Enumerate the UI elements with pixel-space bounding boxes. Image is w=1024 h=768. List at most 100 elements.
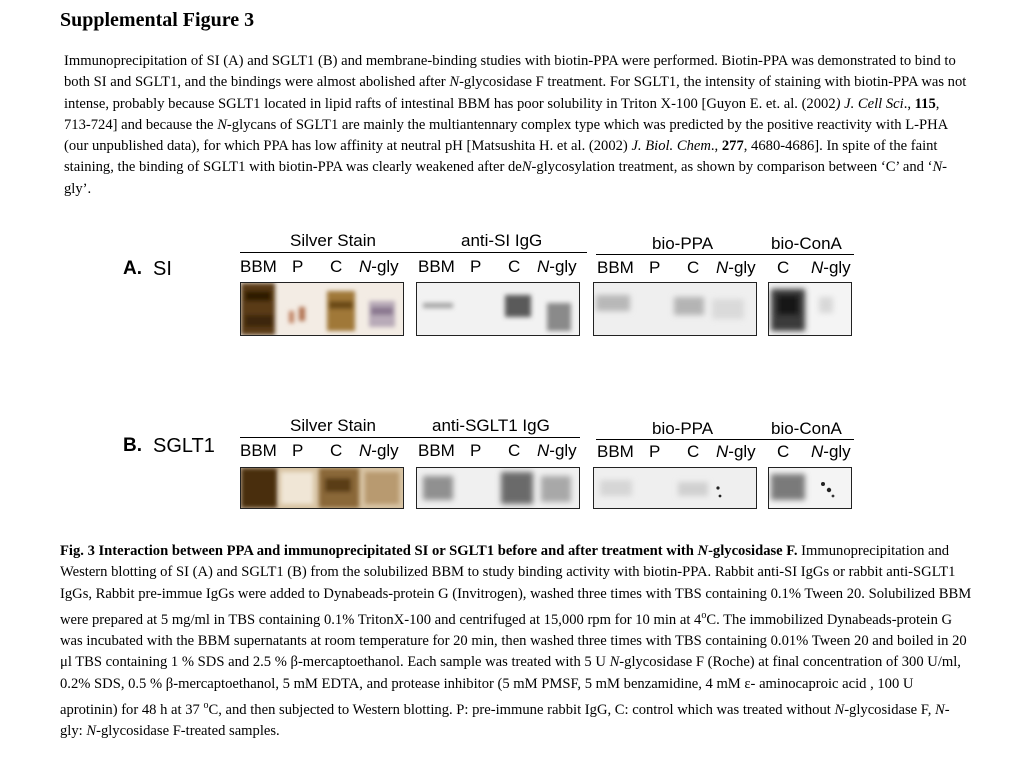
caption-italic-n: N bbox=[697, 543, 709, 559]
caption-text: C. The immobilized Dynabeads-protein G w… bbox=[60, 611, 967, 671]
intro-text: , 713-724] and because the bbox=[64, 95, 940, 133]
lane-label-gly: -gly bbox=[823, 258, 851, 277]
group-label-bio-ppa: bio-PPA bbox=[652, 419, 714, 438]
band bbox=[241, 468, 277, 508]
lane-label-c: C bbox=[687, 258, 700, 277]
intro-italic-n: N bbox=[449, 74, 460, 91]
intro-text: -gly’. bbox=[64, 159, 948, 197]
lane-label-gly: -gly bbox=[371, 257, 399, 276]
speck bbox=[718, 494, 722, 498]
figure-caption: Fig. 3 Interaction between PPA and immun… bbox=[60, 541, 972, 742]
lane-label-p: P bbox=[470, 257, 482, 276]
band bbox=[674, 297, 704, 315]
band bbox=[771, 474, 805, 500]
band bbox=[329, 301, 353, 309]
group-underline bbox=[240, 437, 580, 438]
intro-italic-n: N bbox=[521, 159, 532, 176]
speck bbox=[821, 482, 825, 486]
lane-label-n: N bbox=[716, 442, 729, 461]
lane-label-p: P bbox=[292, 441, 304, 460]
blot-image-bio-cona-si bbox=[768, 282, 852, 336]
intro-journal: J. Biol. Chem bbox=[631, 138, 711, 155]
band bbox=[547, 303, 571, 331]
lane-label-bbm: BBM bbox=[240, 441, 277, 460]
intro-volume: 115 bbox=[914, 95, 936, 112]
figure-title: Supplemental Figure 3 bbox=[60, 9, 255, 31]
band bbox=[423, 476, 453, 500]
caption-text: -glycosidase F (Roche) at final concentr… bbox=[60, 654, 961, 718]
intro-text: , 4680-4686]. In spite of the faint stai… bbox=[64, 138, 938, 176]
band bbox=[371, 307, 393, 315]
intro-text: -glycosylation treatment, as shown by co… bbox=[531, 159, 933, 176]
caption-italic-n: N bbox=[834, 701, 845, 718]
blot-image-silver-stain-si bbox=[240, 282, 404, 336]
band bbox=[299, 307, 305, 321]
caption-heading-italic-n: N bbox=[698, 543, 709, 559]
lane-label-n-gly: N-gly bbox=[537, 257, 577, 277]
lane-label-c: C bbox=[508, 257, 521, 276]
band bbox=[600, 480, 632, 496]
intro-italic-n: N bbox=[932, 159, 943, 176]
lane-label-bbm: BBM bbox=[240, 257, 277, 276]
caption-italic-n: N bbox=[935, 701, 945, 718]
band bbox=[289, 311, 294, 323]
lane-label-n-gly: N-gly bbox=[811, 442, 851, 462]
panel-b-letter: B. bbox=[123, 435, 142, 456]
band bbox=[325, 478, 351, 492]
lane-label-n: N bbox=[359, 441, 372, 460]
blot-image-silver-stain-sglt1 bbox=[240, 467, 404, 509]
lane-label-bbm: BBM bbox=[597, 442, 634, 461]
caption-text: -gly: bbox=[60, 701, 950, 740]
intro-text: Immunoprecipitation of SI (A) and SGLT1 … bbox=[64, 53, 956, 91]
group-underline bbox=[596, 439, 854, 440]
intro-italic-n: N bbox=[217, 116, 227, 133]
lane-label-c: C bbox=[330, 257, 343, 276]
lane-label-n-gly: N-gly bbox=[359, 257, 399, 277]
panel-b-name: SGLT1 bbox=[153, 435, 215, 457]
band bbox=[541, 476, 571, 502]
lane-label-n-gly: N-gly bbox=[537, 441, 577, 461]
band bbox=[245, 291, 271, 301]
group-label-silver-stain: Silver Stain bbox=[290, 416, 376, 435]
panel-a-letter: A. bbox=[123, 258, 142, 279]
caption-italic-n: N bbox=[609, 654, 620, 671]
lane-label-n-gly: N-gly bbox=[716, 258, 756, 278]
lane-label-c: C bbox=[777, 258, 790, 277]
band bbox=[327, 291, 355, 331]
panel-a-name: SI bbox=[153, 258, 172, 280]
intro-text: ., bbox=[710, 138, 722, 155]
group-label-anti-sglt1: anti-SGLT1 IgG bbox=[432, 416, 550, 435]
band bbox=[678, 482, 708, 496]
speck bbox=[826, 487, 832, 493]
lane-label-bbm: BBM bbox=[418, 441, 455, 460]
speck bbox=[831, 494, 835, 498]
lane-label-c: C bbox=[508, 441, 521, 460]
lane-label-c: C bbox=[777, 442, 790, 461]
lane-label-p: P bbox=[649, 258, 661, 277]
lane-label-n: N bbox=[811, 442, 824, 461]
lane-label-p: P bbox=[470, 441, 482, 460]
band bbox=[241, 283, 275, 335]
lane-label-n-gly: N-gly bbox=[716, 442, 756, 462]
blot-image-bio-ppa-si bbox=[593, 282, 757, 336]
caption-text: -glycosidase F, bbox=[844, 701, 936, 718]
speck bbox=[716, 486, 720, 490]
intro-text: ., bbox=[903, 95, 915, 112]
band bbox=[501, 472, 533, 504]
caption-heading: -glycosidase F. bbox=[708, 543, 798, 559]
blot-image-bio-ppa-sglt1 bbox=[593, 467, 757, 509]
blot-image-bio-cona-sglt1 bbox=[768, 467, 852, 509]
intro-volume: 277 bbox=[721, 138, 744, 155]
intro-paragraph: Immunoprecipitation of SI (A) and SGLT1 … bbox=[64, 51, 969, 200]
caption-text: -glycosidase F-treated samples. bbox=[96, 723, 280, 740]
lane-label-n: N bbox=[811, 258, 824, 277]
band bbox=[819, 297, 833, 313]
caption-heading: Fig. 3 Interaction between PPA and immun… bbox=[60, 543, 698, 559]
lane-label-bbm: BBM bbox=[418, 257, 455, 276]
intro-text: -glycosidase F treatment. For SGLT1, the… bbox=[64, 74, 967, 112]
band bbox=[423, 303, 453, 308]
lane-label-gly: -gly bbox=[549, 257, 577, 276]
intro-journal: ) J. Cell Sci bbox=[835, 95, 904, 112]
lane-label-n-gly: N-gly bbox=[359, 441, 399, 461]
band bbox=[365, 472, 399, 504]
